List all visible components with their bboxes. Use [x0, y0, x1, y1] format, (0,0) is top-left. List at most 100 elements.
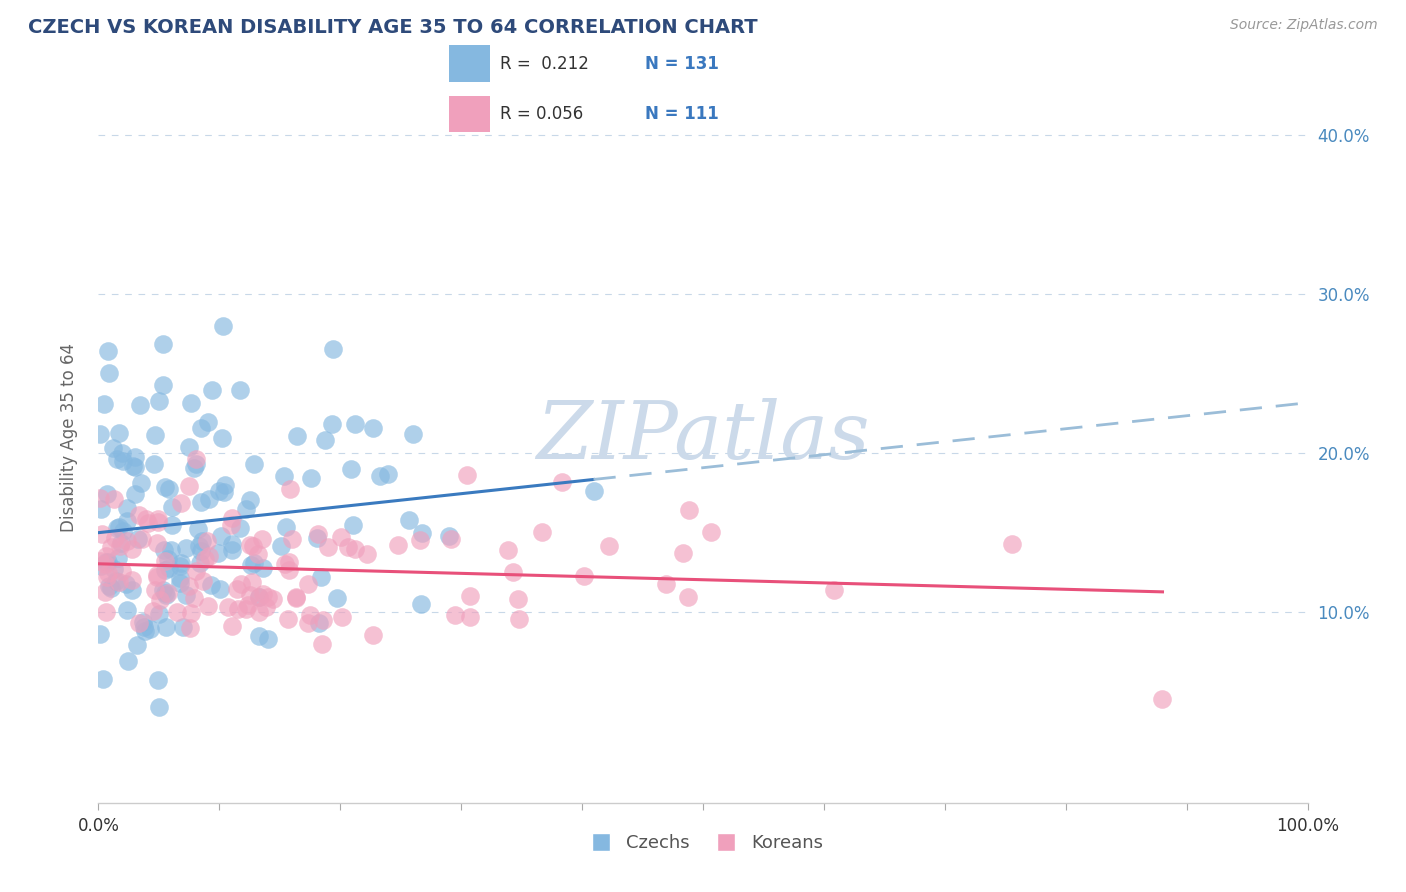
Point: [322, 342, 344, 356]
Point: [437, 529, 460, 543]
Point: [254, 600, 277, 615]
Point: [93, 557, 115, 571]
Point: [108, 539, 131, 553]
Point: [356, 547, 378, 561]
Point: [170, 496, 193, 510]
Point: [104, 532, 127, 546]
Point: [115, 602, 138, 616]
Point: [166, 605, 188, 619]
Point: [387, 538, 409, 552]
Point: [94, 605, 117, 619]
Point: [155, 563, 177, 577]
Point: [186, 564, 208, 578]
Point: [187, 523, 209, 537]
Point: [105, 574, 128, 589]
Point: [174, 541, 197, 556]
Point: [214, 478, 236, 492]
Point: [155, 554, 177, 568]
Point: [207, 483, 229, 498]
Point: [146, 568, 169, 582]
Point: [582, 483, 605, 498]
Point: [112, 453, 135, 467]
Text: ZIPatlas: ZIPatlas: [536, 399, 870, 475]
Point: [274, 557, 297, 571]
Point: [108, 520, 131, 534]
Point: [574, 569, 596, 583]
Point: [823, 583, 845, 598]
Point: [299, 471, 322, 485]
Point: [278, 563, 301, 577]
Point: [96, 570, 118, 584]
Point: [252, 561, 274, 575]
Point: [184, 451, 207, 466]
FancyBboxPatch shape: [450, 95, 489, 132]
Point: [297, 577, 319, 591]
Point: [117, 654, 139, 668]
Point: [128, 616, 150, 631]
Point: [190, 495, 212, 509]
Point: [129, 475, 152, 490]
Point: [97, 566, 120, 581]
Point: [148, 516, 170, 530]
Point: [332, 610, 354, 624]
Point: [121, 541, 143, 556]
Point: [200, 578, 222, 592]
Point: [90, 559, 112, 574]
Point: [340, 462, 363, 476]
Point: [98, 366, 121, 380]
Point: [287, 429, 309, 443]
Point: [146, 570, 169, 584]
Point: [188, 556, 211, 570]
Point: [149, 592, 172, 607]
Point: [221, 537, 243, 551]
Point: [155, 588, 177, 602]
Point: [194, 551, 217, 566]
Point: [229, 521, 252, 535]
Point: [321, 417, 343, 431]
Point: [247, 590, 270, 604]
Point: [256, 632, 278, 646]
Point: [89, 491, 111, 505]
Point: [247, 605, 270, 619]
Point: [440, 532, 463, 546]
Point: [97, 344, 120, 359]
Point: [281, 532, 304, 546]
Point: [368, 469, 391, 483]
Point: [308, 615, 330, 630]
Point: [100, 581, 122, 595]
Point: [180, 396, 202, 410]
Point: [97, 556, 120, 570]
Point: [98, 578, 121, 592]
Point: [676, 590, 699, 604]
Point: [190, 544, 212, 558]
Point: [183, 461, 205, 475]
Point: [314, 434, 336, 448]
Point: [157, 560, 180, 574]
Y-axis label: Disability Age 35 to 64: Disability Age 35 to 64: [59, 343, 77, 532]
Point: [143, 583, 166, 598]
Point: [184, 457, 207, 471]
Point: [117, 514, 139, 528]
Point: [246, 547, 269, 561]
Point: [270, 540, 292, 554]
Point: [121, 573, 143, 587]
Point: [221, 542, 243, 557]
Point: [89, 627, 111, 641]
Point: [361, 421, 384, 435]
Point: [277, 612, 299, 626]
Point: [498, 542, 520, 557]
Point: [285, 590, 308, 604]
Point: [531, 524, 554, 539]
Point: [197, 415, 219, 429]
Point: [460, 589, 482, 603]
Point: [143, 428, 166, 442]
Point: [169, 570, 191, 584]
Point: [239, 558, 262, 573]
Point: [115, 500, 138, 515]
Point: [90, 502, 112, 516]
Point: [112, 524, 135, 539]
Point: [506, 592, 529, 607]
Point: [342, 518, 364, 533]
Text: R =  0.212: R = 0.212: [501, 54, 589, 72]
Point: [363, 628, 385, 642]
